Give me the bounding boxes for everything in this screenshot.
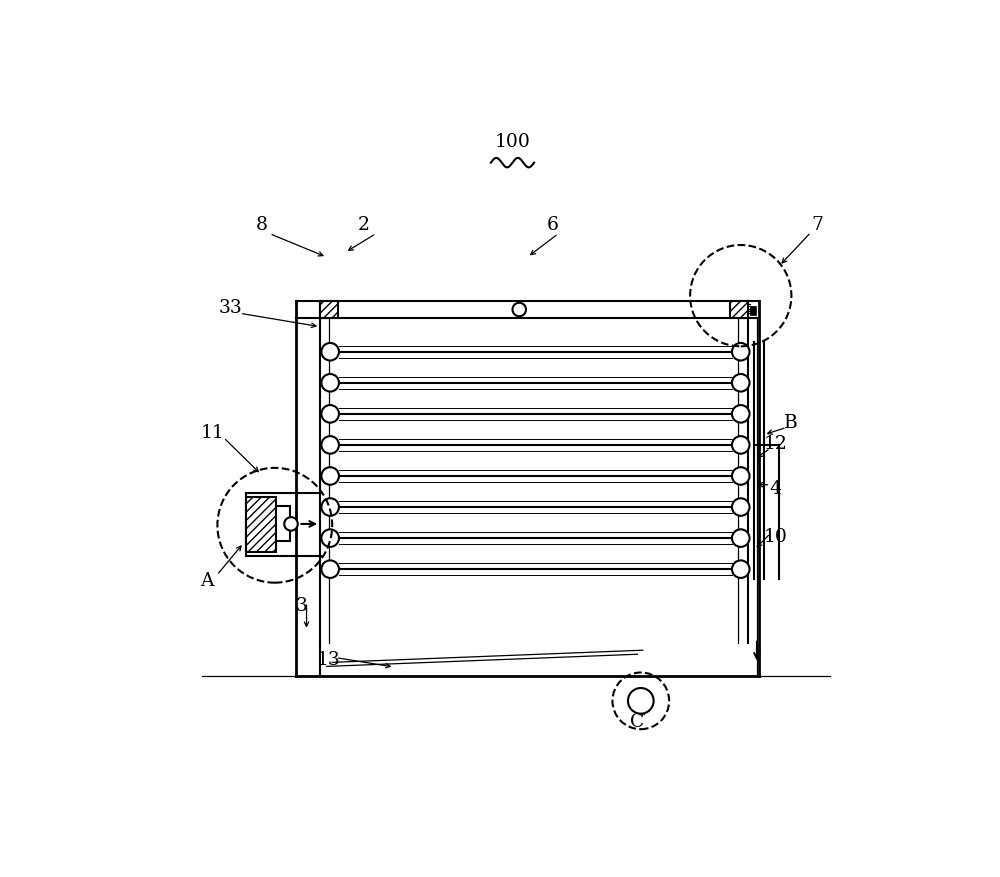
Circle shape (732, 343, 750, 360)
Circle shape (732, 374, 750, 391)
Text: 6: 6 (547, 217, 559, 234)
Text: 33: 33 (218, 299, 242, 317)
Circle shape (732, 560, 750, 578)
Text: 4: 4 (770, 480, 782, 498)
Text: 11: 11 (201, 424, 225, 442)
Circle shape (732, 405, 750, 423)
Text: 12: 12 (764, 435, 788, 453)
Circle shape (321, 467, 339, 485)
Text: C: C (630, 714, 645, 731)
Circle shape (321, 530, 339, 547)
Text: A: A (201, 572, 214, 589)
Circle shape (732, 498, 750, 516)
Circle shape (732, 530, 750, 547)
Text: 10: 10 (764, 529, 788, 546)
Text: 2: 2 (358, 217, 370, 234)
Circle shape (321, 374, 339, 391)
Bar (320, 301, 338, 318)
Circle shape (284, 517, 298, 531)
Text: 7: 7 (812, 217, 824, 234)
Circle shape (513, 303, 526, 317)
Circle shape (321, 498, 339, 516)
Circle shape (628, 688, 654, 714)
Circle shape (321, 343, 339, 360)
Bar (246, 497, 276, 553)
Text: 3: 3 (296, 597, 308, 616)
Text: 8: 8 (255, 217, 267, 234)
Circle shape (732, 467, 750, 485)
Bar (320, 301, 748, 318)
Text: B: B (784, 414, 798, 431)
Circle shape (321, 560, 339, 578)
Circle shape (732, 436, 750, 453)
Bar (750, 306, 756, 315)
Bar (276, 506, 290, 541)
Text: 13: 13 (317, 652, 341, 669)
Circle shape (321, 405, 339, 423)
Circle shape (321, 436, 339, 453)
Bar (730, 301, 748, 318)
Text: 100: 100 (495, 133, 530, 152)
